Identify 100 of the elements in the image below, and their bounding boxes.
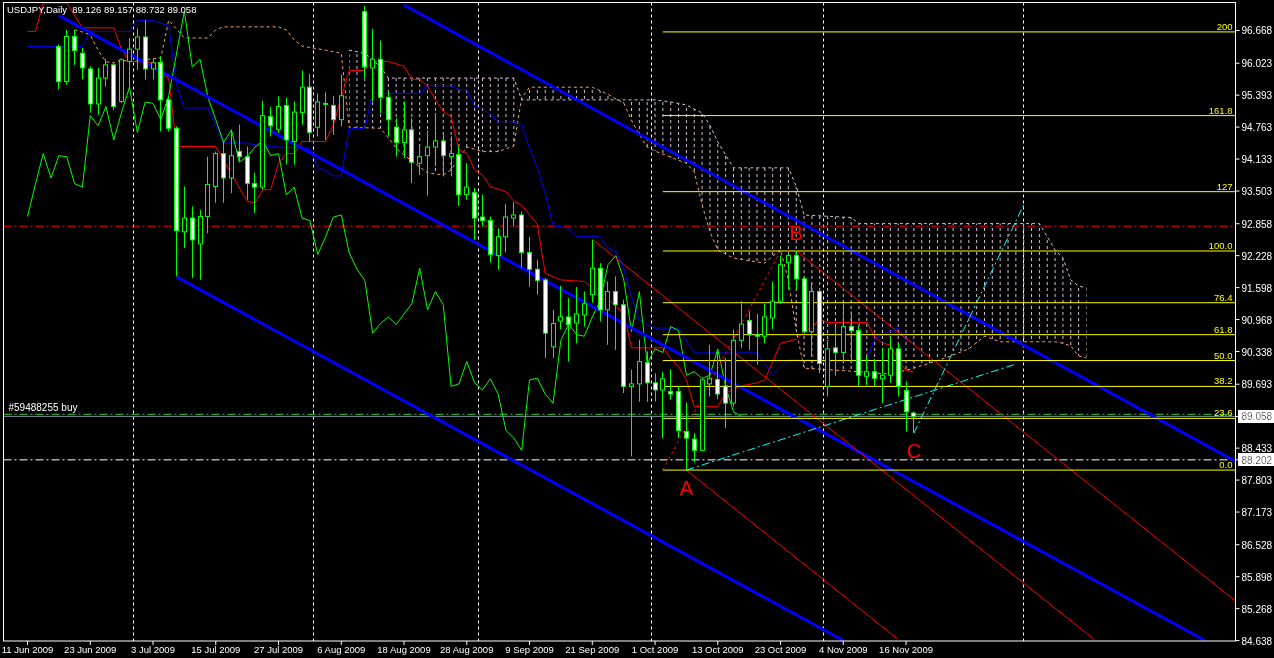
candlestick: [331, 95, 336, 136]
x-tick-label: 21 Sep 2009: [565, 644, 620, 655]
candlestick: [833, 326, 838, 377]
x-tick-label: 11 Jun 2009: [1, 644, 54, 655]
candlestick: [127, 37, 132, 89]
line-series: [348, 49, 1087, 289]
y-tick-label: 85.898: [1241, 571, 1273, 583]
candlestick: [417, 146, 422, 176]
x-tick-label: 4 Nov 2009: [819, 644, 868, 655]
series-label: 200: [1216, 20, 1233, 32]
x-tick-label: 28 Aug 2009: [440, 644, 494, 655]
candlestick: [464, 162, 469, 201]
y-tick-label: 96.023: [1241, 57, 1273, 69]
candlestick: [582, 291, 587, 328]
candlestick: [135, 27, 140, 71]
candlestick: [629, 369, 634, 457]
series-label: 23.6: [1214, 407, 1233, 419]
candlestick: [402, 100, 407, 159]
x-tick-label: 23 Jun 2009: [64, 644, 117, 655]
x-tick-label: 13 Oct 2009: [691, 644, 744, 655]
candlestick: [715, 350, 720, 400]
series-label: 100.0: [1208, 240, 1233, 251]
candlestick: [323, 91, 328, 141]
annotation: B: [789, 222, 803, 244]
line-series: [74, 19, 1087, 375]
series-label: 61.8: [1214, 323, 1233, 335]
y-tick-label: 96.668: [1241, 24, 1273, 36]
candlestick: [794, 250, 799, 291]
x-tick-label: 6 Aug 2009: [317, 644, 366, 655]
y-tick-label: 93.503: [1241, 185, 1273, 197]
y-tick-label: 91.598: [1241, 282, 1273, 294]
candlestick: [911, 410, 916, 434]
x-tick-label: 15 Jul 2009: [191, 644, 241, 655]
candlestick: [511, 201, 516, 228]
candlestick: [574, 286, 579, 344]
candlestick: [276, 95, 281, 134]
candlestick: [449, 135, 454, 177]
series-label: 50.0: [1214, 349, 1233, 361]
x-tick-label: 23 Oct 2009: [754, 644, 807, 655]
x-tick-label: 18 Aug 2009: [377, 644, 431, 655]
candlestick: [637, 339, 642, 403]
candlestick: [566, 297, 571, 363]
series-label: 0.0: [1219, 459, 1233, 471]
candlestick: [72, 29, 77, 66]
y-tick-label: 94.133: [1241, 153, 1273, 165]
candlestick: [103, 58, 108, 88]
candlestick: [80, 47, 85, 80]
candlestick: [872, 358, 877, 387]
x-tick-label: 16 Nov 2009: [879, 644, 933, 655]
candlestick: [252, 172, 257, 214]
y-tick-label: 95.393: [1241, 89, 1273, 101]
candlestick: [904, 380, 909, 433]
candlestick: [613, 275, 618, 351]
candlestick: [229, 129, 234, 194]
y-tick-label: 87.803: [1241, 474, 1273, 486]
candlestick: [535, 259, 540, 296]
candlestick: [496, 227, 501, 271]
candlestick: [723, 357, 728, 429]
x-tick-label: 3 Jul 2009: [131, 644, 175, 655]
x-tick-label: 27 Jul 2009: [253, 644, 304, 655]
candlestick: [707, 344, 712, 398]
candlestick: [551, 309, 556, 359]
x-tick-label: 1 Oct 2009: [631, 644, 679, 655]
series-label: 38.2: [1214, 375, 1233, 387]
candlestick: [394, 117, 399, 158]
candlestick: [190, 205, 195, 279]
candlestick: [151, 57, 156, 81]
y-tick-label: 92.228: [1241, 250, 1273, 262]
candlestick: [433, 112, 438, 167]
y-tick-label: 84.638: [1241, 635, 1273, 647]
candlestick: [441, 132, 446, 177]
y-tick-label: 89.693: [1241, 378, 1273, 390]
annotation: C: [906, 439, 922, 462]
y-tick-label: 90.968: [1241, 314, 1273, 326]
candlestick: [786, 252, 791, 291]
candlestick: [880, 347, 885, 404]
candlestick: [770, 280, 775, 330]
candlestick: [237, 124, 242, 162]
y-tick-label: 85.268: [1241, 603, 1273, 615]
annotation: A: [679, 477, 694, 500]
y-tick-label: 89.058: [1241, 410, 1273, 422]
candlestick: [370, 28, 375, 102]
candlestick: [268, 106, 273, 137]
series-label: 76.4: [1214, 291, 1233, 303]
y-tick-label: 88.202: [1241, 454, 1273, 466]
candlestick: [762, 303, 767, 344]
candlestick: [755, 313, 760, 366]
candlestick: [605, 280, 610, 346]
y-tick-label: 86.528: [1241, 539, 1273, 551]
series-label: 127: [1216, 180, 1233, 192]
candlestick: [849, 310, 854, 363]
y-tick-label: 90.338: [1241, 346, 1273, 358]
x-tick-label: 9 Sep 2009: [505, 644, 554, 655]
y-tick-label: 92.858: [1241, 218, 1273, 230]
candlestick: [747, 310, 752, 351]
series-label: 161.8: [1208, 104, 1233, 116]
y-tick-label: 94.763: [1241, 121, 1273, 133]
candlestick: [527, 236, 532, 287]
y-tick-label: 87.173: [1241, 506, 1273, 518]
candlestick: [425, 129, 430, 197]
